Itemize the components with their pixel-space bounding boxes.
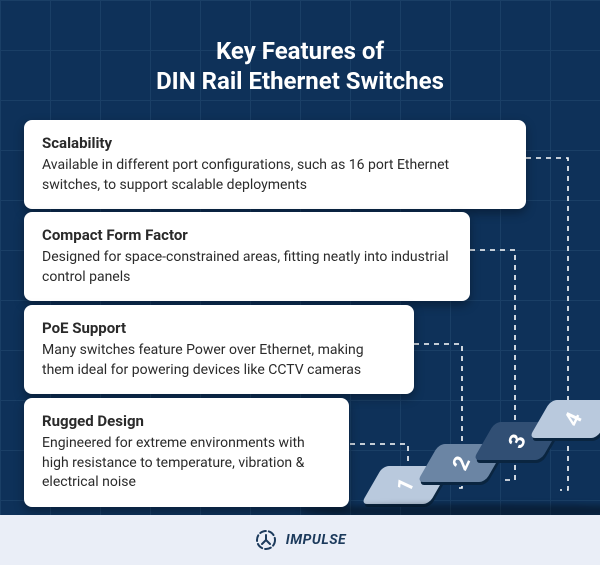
feature-card: Scalability Available in different port c… [24,120,526,209]
feature-card: Rugged Design Engineered for extreme envi… [24,398,349,507]
step-number: 2 [448,452,476,474]
infographic-stage: Key Features of DIN Rail Ethernet Switch… [0,0,600,565]
feature-card: Compact Form Factor Designed for space-co… [24,212,470,301]
title-line-1: Key Features of [216,37,384,65]
step-number: 3 [504,430,532,452]
step-number: 4 [560,408,588,430]
feature-card-body: Engineered for extreme environments with… [42,434,331,493]
feature-card-body: Designed for space-constrained areas, fi… [42,248,452,287]
feature-card: PoE Support Many switches feature Power o… [24,305,414,394]
step-number: 1 [392,474,420,496]
feature-card-heading: PoE Support [42,319,396,337]
page-title: Key Features of DIN Rail Ethernet Switch… [0,36,600,96]
footer-brand-text: IMPULSE [286,532,346,548]
feature-card-heading: Rugged Design [42,412,331,430]
feature-card-heading: Scalability [42,134,508,152]
feature-card-heading: Compact Form Factor [42,226,452,244]
impulse-logo-icon [254,528,278,552]
step-block: 4 [529,400,600,438]
title-line-2: DIN Rail Ethernet Switches [156,67,444,95]
feature-card-body: Available in different port configuratio… [42,156,508,195]
footer-bar: IMPULSE [0,515,600,565]
feature-card-body: Many switches feature Power over Etherne… [42,341,396,380]
